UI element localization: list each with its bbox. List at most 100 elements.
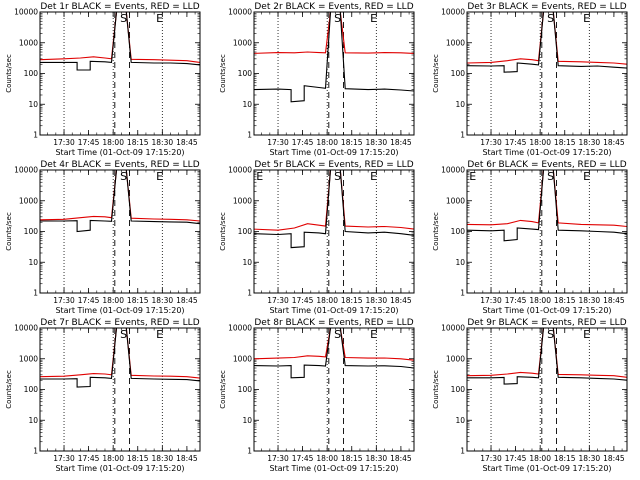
marker-label-e: E xyxy=(469,170,476,183)
panel-plot-area xyxy=(254,12,414,135)
series-lld-line xyxy=(254,170,414,231)
y-tick-label: 10000 xyxy=(14,166,38,175)
y-tick-label: 100 xyxy=(451,227,466,236)
series-events-line xyxy=(467,12,627,73)
y-tick-label: 1000 xyxy=(446,196,465,205)
y-axis-label: Counts/sec xyxy=(219,212,227,251)
y-tick-label: 10000 xyxy=(228,166,252,175)
x-axis-label: Start Time (01-Oct-09 17:15:20) xyxy=(482,148,611,157)
x-tick-label: 17:45 xyxy=(78,138,100,147)
x-axis-label: Start Time (01-Oct-09 17:15:20) xyxy=(55,464,184,473)
x-axis-label: Start Time (01-Oct-09 17:15:20) xyxy=(269,306,398,315)
y-axis-label: Counts/sec xyxy=(5,212,13,251)
marker-label-s: S xyxy=(120,170,127,183)
y-tick-label: 10 xyxy=(242,100,252,109)
x-tick-label: 18:15 xyxy=(554,138,576,147)
detector-panel-7: Det 7r BLACK = Events, RED = LLD Counts/s… xyxy=(5,318,201,473)
x-tick-label: 18:00 xyxy=(102,454,124,463)
detector-panel-9: Det 9r BLACK = Events, RED = LLD Counts/s… xyxy=(432,318,628,473)
x-tick-label: 18:30 xyxy=(579,138,601,147)
x-tick-label: 18:30 xyxy=(579,454,601,463)
x-tick-label: 18:30 xyxy=(579,296,601,305)
detector-panel-5: Det 5r BLACK = Events, RED = LLD Counts/s… xyxy=(219,160,415,315)
y-tick-label: 1 xyxy=(460,447,465,456)
x-tick-label: 18:00 xyxy=(316,454,338,463)
series-lld-line xyxy=(40,170,200,222)
x-tick-label: 18:00 xyxy=(529,454,551,463)
series-lld-line xyxy=(467,170,627,228)
y-tick-label: 10000 xyxy=(228,324,252,333)
marker-label-e: E xyxy=(583,12,590,25)
panel-plot-area xyxy=(40,170,200,293)
panel-title: Det 6r BLACK = Events, RED = LLD xyxy=(467,160,626,170)
marker-label-s: S xyxy=(334,12,341,25)
y-tick-label: 100 xyxy=(24,69,39,78)
y-axis-label: Counts/sec xyxy=(432,54,440,93)
series-lld-line xyxy=(40,328,200,379)
x-tick-label: 17:30 xyxy=(267,138,289,147)
y-tick-label: 100 xyxy=(238,227,253,236)
marker-label-s: S xyxy=(547,328,554,341)
series-events-line xyxy=(254,170,414,249)
marker-label-s: S xyxy=(334,170,341,183)
series-events-line xyxy=(467,328,627,385)
panel-title: Det 7r BLACK = Events, RED = LLD xyxy=(40,318,199,328)
x-tick-label: 18:45 xyxy=(603,296,625,305)
y-tick-label: 1000 xyxy=(233,354,252,363)
y-tick-label: 10 xyxy=(28,258,38,267)
marker-label-e: E xyxy=(583,170,590,183)
x-tick-label: 18:45 xyxy=(176,138,198,147)
x-tick-label: 18:30 xyxy=(366,454,388,463)
y-tick-label: 1000 xyxy=(19,354,38,363)
y-tick-label: 1 xyxy=(460,289,465,298)
panel-title: Det 9r BLACK = Events, RED = LLD xyxy=(467,318,626,328)
x-tick-label: 17:45 xyxy=(505,454,527,463)
marker-label-e: E xyxy=(156,328,163,341)
x-tick-label: 18:15 xyxy=(341,138,363,147)
x-tick-label: 18:45 xyxy=(603,454,625,463)
y-tick-label: 10000 xyxy=(228,8,252,17)
series-events-line xyxy=(40,170,200,233)
y-axis-label: Counts/sec xyxy=(432,212,440,251)
series-events-line xyxy=(40,12,200,71)
series-events-line xyxy=(254,12,414,103)
y-tick-label: 100 xyxy=(24,385,39,394)
x-tick-label: 17:45 xyxy=(505,138,527,147)
series-events-line xyxy=(467,170,627,242)
series-lld-line xyxy=(254,328,414,361)
x-tick-label: 18:30 xyxy=(366,296,388,305)
y-tick-label: 10 xyxy=(455,258,465,267)
x-tick-label: 18:00 xyxy=(102,296,124,305)
y-tick-label: 1000 xyxy=(446,354,465,363)
marker-label-e: E xyxy=(370,328,377,341)
series-events-line xyxy=(254,328,414,379)
y-tick-label: 100 xyxy=(451,69,466,78)
x-tick-label: 18:15 xyxy=(554,454,576,463)
x-tick-label: 17:45 xyxy=(505,296,527,305)
x-tick-label: 18:15 xyxy=(127,296,149,305)
y-axis-label: Counts/sec xyxy=(5,54,13,93)
series-lld-line xyxy=(254,12,414,54)
y-axis-label: Counts/sec xyxy=(219,54,227,93)
marker-label-e: E xyxy=(156,170,163,183)
panel-plot-area xyxy=(467,12,627,135)
panel-title: Det 3r BLACK = Events, RED = LLD xyxy=(467,2,626,12)
panel-title: Det 8r BLACK = Events, RED = LLD xyxy=(254,318,413,328)
x-tick-label: 17:30 xyxy=(480,138,502,147)
y-axis-label: Counts/sec xyxy=(432,370,440,409)
x-tick-label: 17:30 xyxy=(267,454,289,463)
x-axis-label: Start Time (01-Oct-09 17:15:20) xyxy=(482,306,611,315)
y-tick-label: 1 xyxy=(247,447,252,456)
x-tick-label: 18:45 xyxy=(390,296,412,305)
marker-label-s: S xyxy=(120,328,127,341)
detector-panel-6: Det 6r BLACK = Events, RED = LLD Counts/s… xyxy=(432,160,628,315)
x-tick-label: 17:45 xyxy=(292,138,314,147)
panel-frame xyxy=(39,327,201,452)
marker-label-s: S xyxy=(120,12,127,25)
x-tick-label: 17:30 xyxy=(53,296,75,305)
series-events-line xyxy=(40,328,200,388)
y-tick-label: 10000 xyxy=(441,8,465,17)
x-tick-label: 18:30 xyxy=(152,296,174,305)
y-tick-label: 10 xyxy=(28,100,38,109)
x-tick-label: 18:00 xyxy=(529,296,551,305)
